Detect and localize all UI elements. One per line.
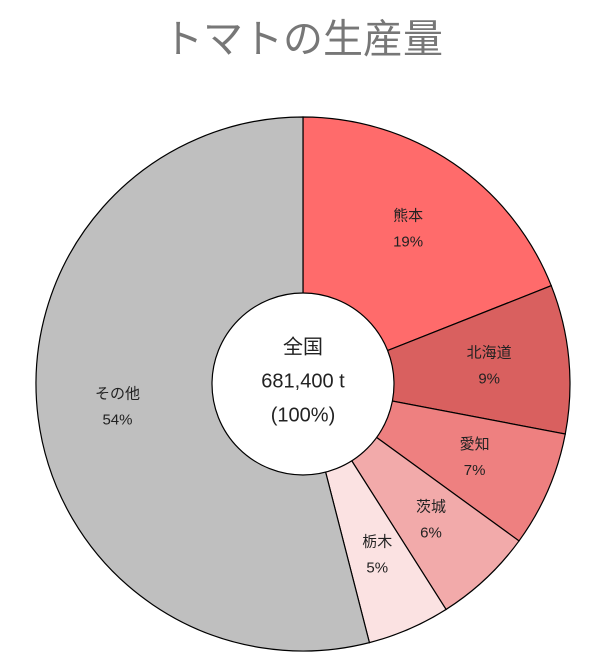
- slice-label: 熊本: [393, 207, 423, 224]
- donut-hole: [211, 292, 395, 476]
- center-label: 全国: [283, 335, 323, 358]
- pie-slice: [300, 284, 571, 435]
- slice-value-label: 5%: [366, 560, 388, 577]
- slice-label: 栃木: [362, 534, 392, 551]
- slice-value-label: 9%: [478, 370, 500, 387]
- pie-slice: [35, 116, 371, 652]
- slice-label: 北海道: [467, 344, 512, 361]
- slice-value-label: 6%: [420, 524, 442, 541]
- chart-title: トマトの生産量: [163, 18, 443, 62]
- slice-label: 茨城: [416, 498, 446, 515]
- slice-label: 愛知: [460, 436, 490, 453]
- center-label: 681,400 t: [261, 370, 345, 392]
- slice-value-label: 7%: [464, 462, 486, 479]
- slice-value-label: 19%: [393, 233, 423, 250]
- slice-value-label: 54%: [102, 411, 132, 428]
- slice-label: その他: [95, 385, 140, 402]
- center-label: (100%): [271, 404, 335, 426]
